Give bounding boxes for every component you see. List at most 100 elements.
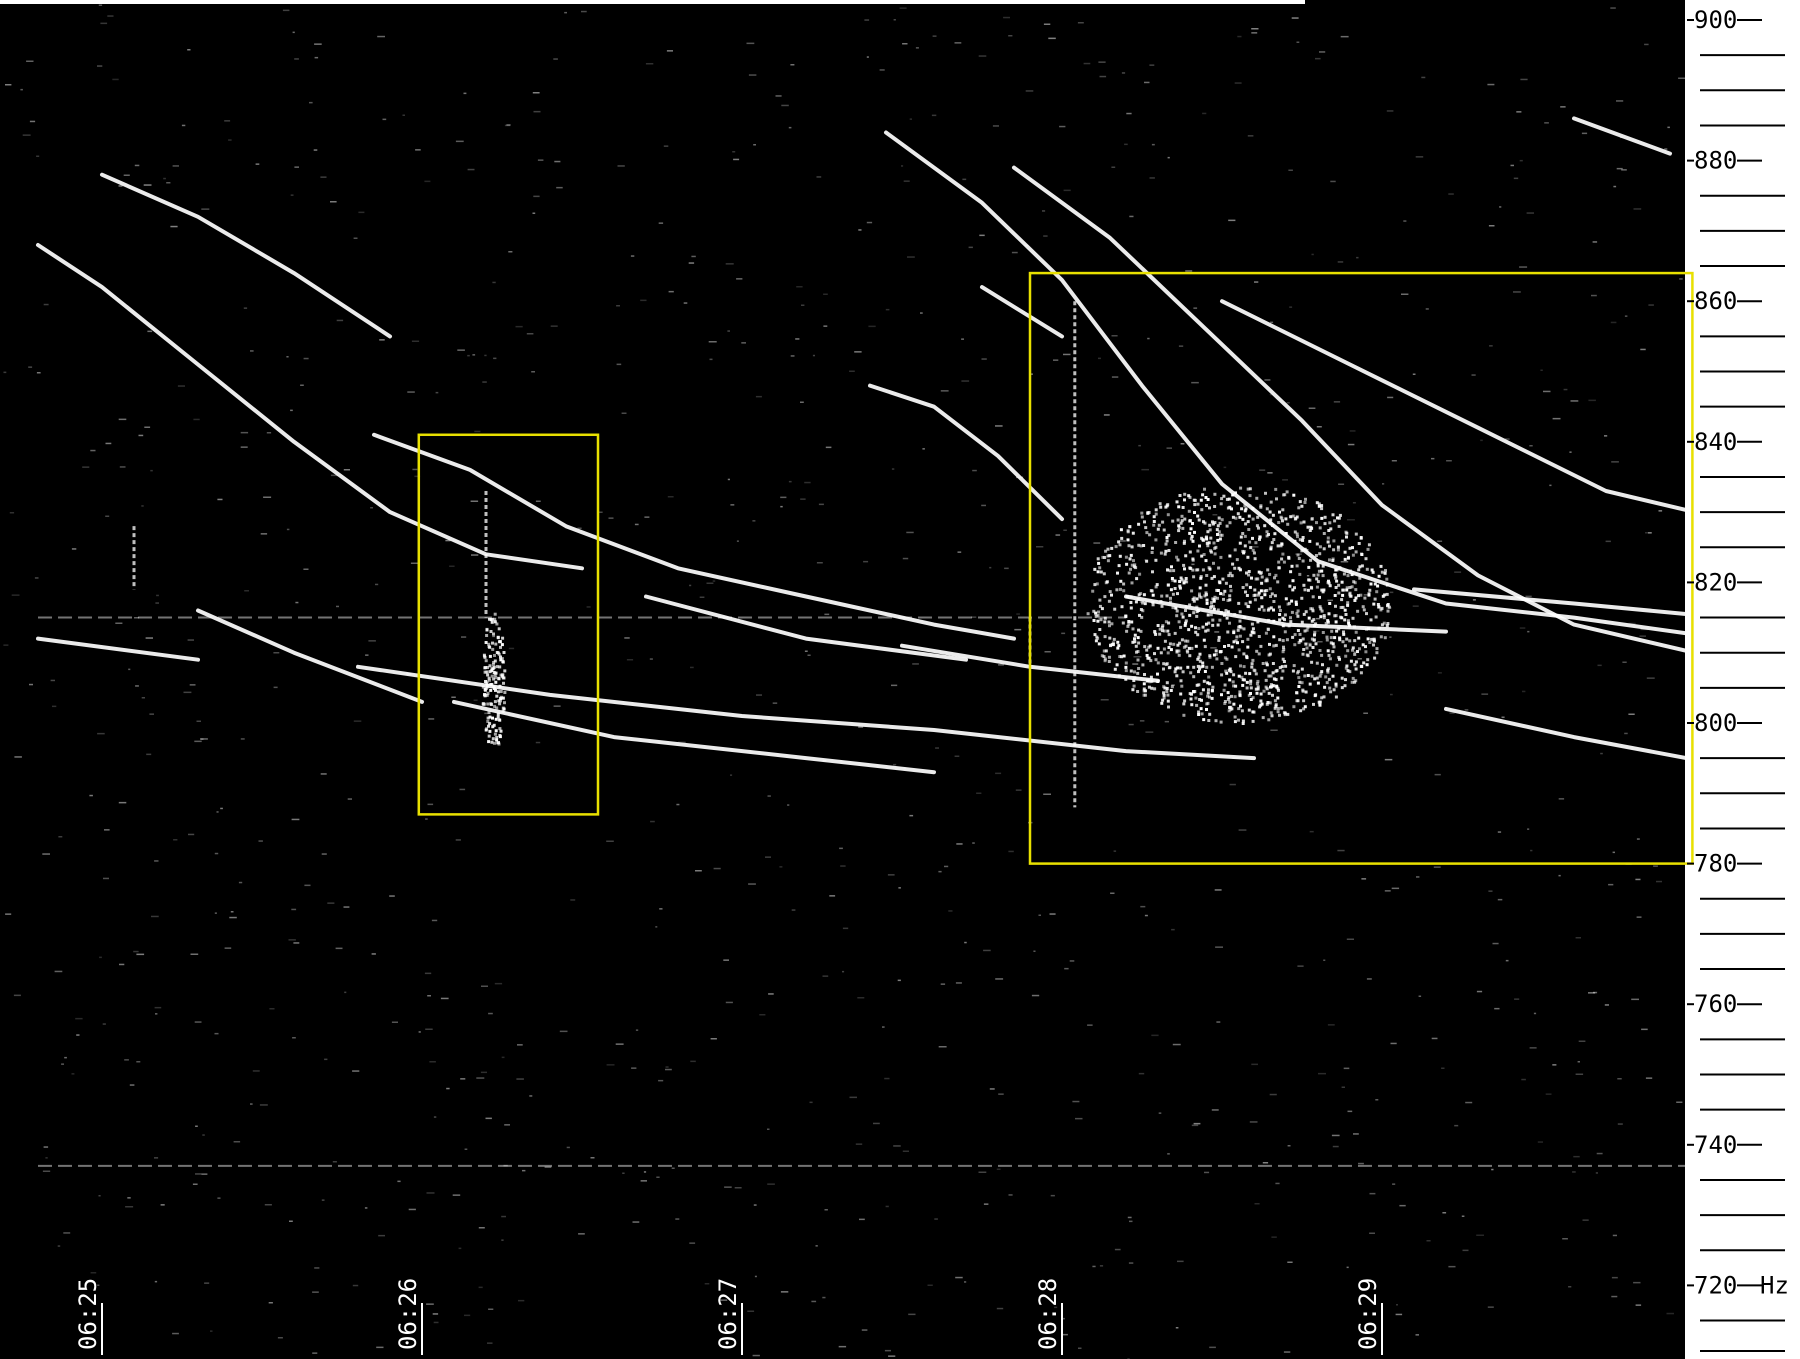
blob-dot [484, 641, 488, 644]
blob-dot [1310, 660, 1314, 664]
blob-dot [1369, 618, 1373, 622]
blob-dot [1208, 523, 1212, 527]
blob-dot [1178, 586, 1182, 590]
noise-speck [855, 1143, 863, 1145]
noise-speck [816, 176, 822, 178]
blob-dot [1103, 635, 1107, 639]
blob-dot [1104, 649, 1108, 653]
blob-dot [1189, 527, 1193, 531]
blob-dot [1112, 637, 1116, 641]
blob-dot [1255, 682, 1259, 686]
blob-dot [1187, 646, 1191, 650]
noise-speck [1149, 177, 1155, 179]
noise-speck [1403, 220, 1407, 222]
blob-dot [1189, 697, 1193, 701]
noise-speck [1605, 540, 1611, 543]
noise-speck [635, 1029, 639, 1031]
blob-dot [1271, 671, 1275, 675]
blob-dot [1193, 530, 1196, 534]
blob-dot [1209, 613, 1213, 617]
noise-speck [294, 58, 299, 60]
blob-dot [1208, 695, 1211, 699]
noise-speck [1596, 1152, 1603, 1155]
blob-dot [1230, 645, 1234, 649]
blob-dot [1231, 680, 1235, 684]
blob-dot [1133, 633, 1137, 637]
blob-dot [1130, 563, 1134, 567]
blob-dot [1245, 686, 1249, 690]
blob-dot [502, 681, 505, 685]
noise-speck [427, 803, 434, 806]
blob-dot [1140, 511, 1144, 515]
blob-dot [1239, 664, 1242, 668]
blob-dot [489, 683, 493, 686]
blob-dot [1183, 492, 1187, 496]
blob-dot [1233, 548, 1237, 552]
blob-dot [1140, 515, 1144, 519]
blob-dot [493, 700, 497, 704]
blob-dot [1304, 642, 1308, 646]
noise-speck [780, 505, 783, 508]
blob-dot [498, 665, 502, 669]
noise-speck [50, 679, 55, 682]
blob-dot [1126, 624, 1130, 628]
noise-speck [286, 528, 290, 531]
blob-dot [1198, 544, 1201, 548]
blob-dot [1103, 657, 1107, 661]
blob-dot [1255, 649, 1259, 653]
noise-speck [659, 908, 663, 910]
blob-dot [1296, 535, 1299, 539]
noise-speck [724, 1186, 732, 1188]
blob-dot [1356, 609, 1360, 613]
blob-dot [1341, 605, 1345, 609]
blob-dot [1162, 662, 1166, 666]
blob-dot [1201, 625, 1205, 629]
noise-speck [1306, 575, 1310, 577]
noise-speck [866, 221, 873, 224]
noise-speck [1149, 64, 1155, 66]
blob-dot [1293, 633, 1297, 637]
blob-dot [1344, 678, 1347, 682]
blob-dot [1295, 691, 1299, 695]
noise-speck [533, 195, 540, 198]
blob-dot [1300, 681, 1304, 685]
blob-dot [1245, 583, 1249, 587]
noise-speck [1544, 122, 1549, 124]
blob-dot [1327, 529, 1331, 532]
blob-dot [1373, 597, 1377, 601]
noise-speck [1259, 469, 1266, 471]
blob-dot [1180, 519, 1184, 523]
blob-dot [1247, 528, 1251, 531]
blob-dot [1188, 531, 1192, 535]
noise-speck [478, 1227, 485, 1229]
blob-dot [1153, 630, 1157, 633]
noise-speck [1338, 483, 1345, 485]
blob-dot [1245, 680, 1249, 684]
noise-speck [20, 88, 23, 91]
noise-speck [649, 658, 653, 660]
blob-dot [1276, 580, 1280, 584]
noise-speck [1575, 1073, 1584, 1075]
blob-dot [1308, 643, 1312, 647]
blob-dot [1242, 652, 1246, 656]
blob-dot [1104, 549, 1108, 553]
noise-speck [1061, 1317, 1065, 1320]
blob-dot [1312, 702, 1315, 706]
blob-dot [495, 738, 499, 742]
noise-speck [371, 953, 376, 955]
blob-dot [1238, 515, 1242, 519]
noise-speck [1008, 1194, 1013, 1196]
blob-dot [1115, 588, 1119, 592]
noise-speck [1287, 1261, 1293, 1263]
noise-speck [1563, 388, 1568, 391]
blob-dot [1196, 549, 1200, 553]
blob-dot [492, 671, 496, 674]
noise-speck [1384, 890, 1391, 892]
blob-dot [1238, 541, 1242, 545]
blob-dot [1346, 601, 1350, 605]
noise-speck [1069, 960, 1075, 962]
blob-dot [1127, 571, 1131, 575]
noise-speck [1319, 51, 1326, 53]
right-axis-panel [1685, 0, 1800, 1359]
